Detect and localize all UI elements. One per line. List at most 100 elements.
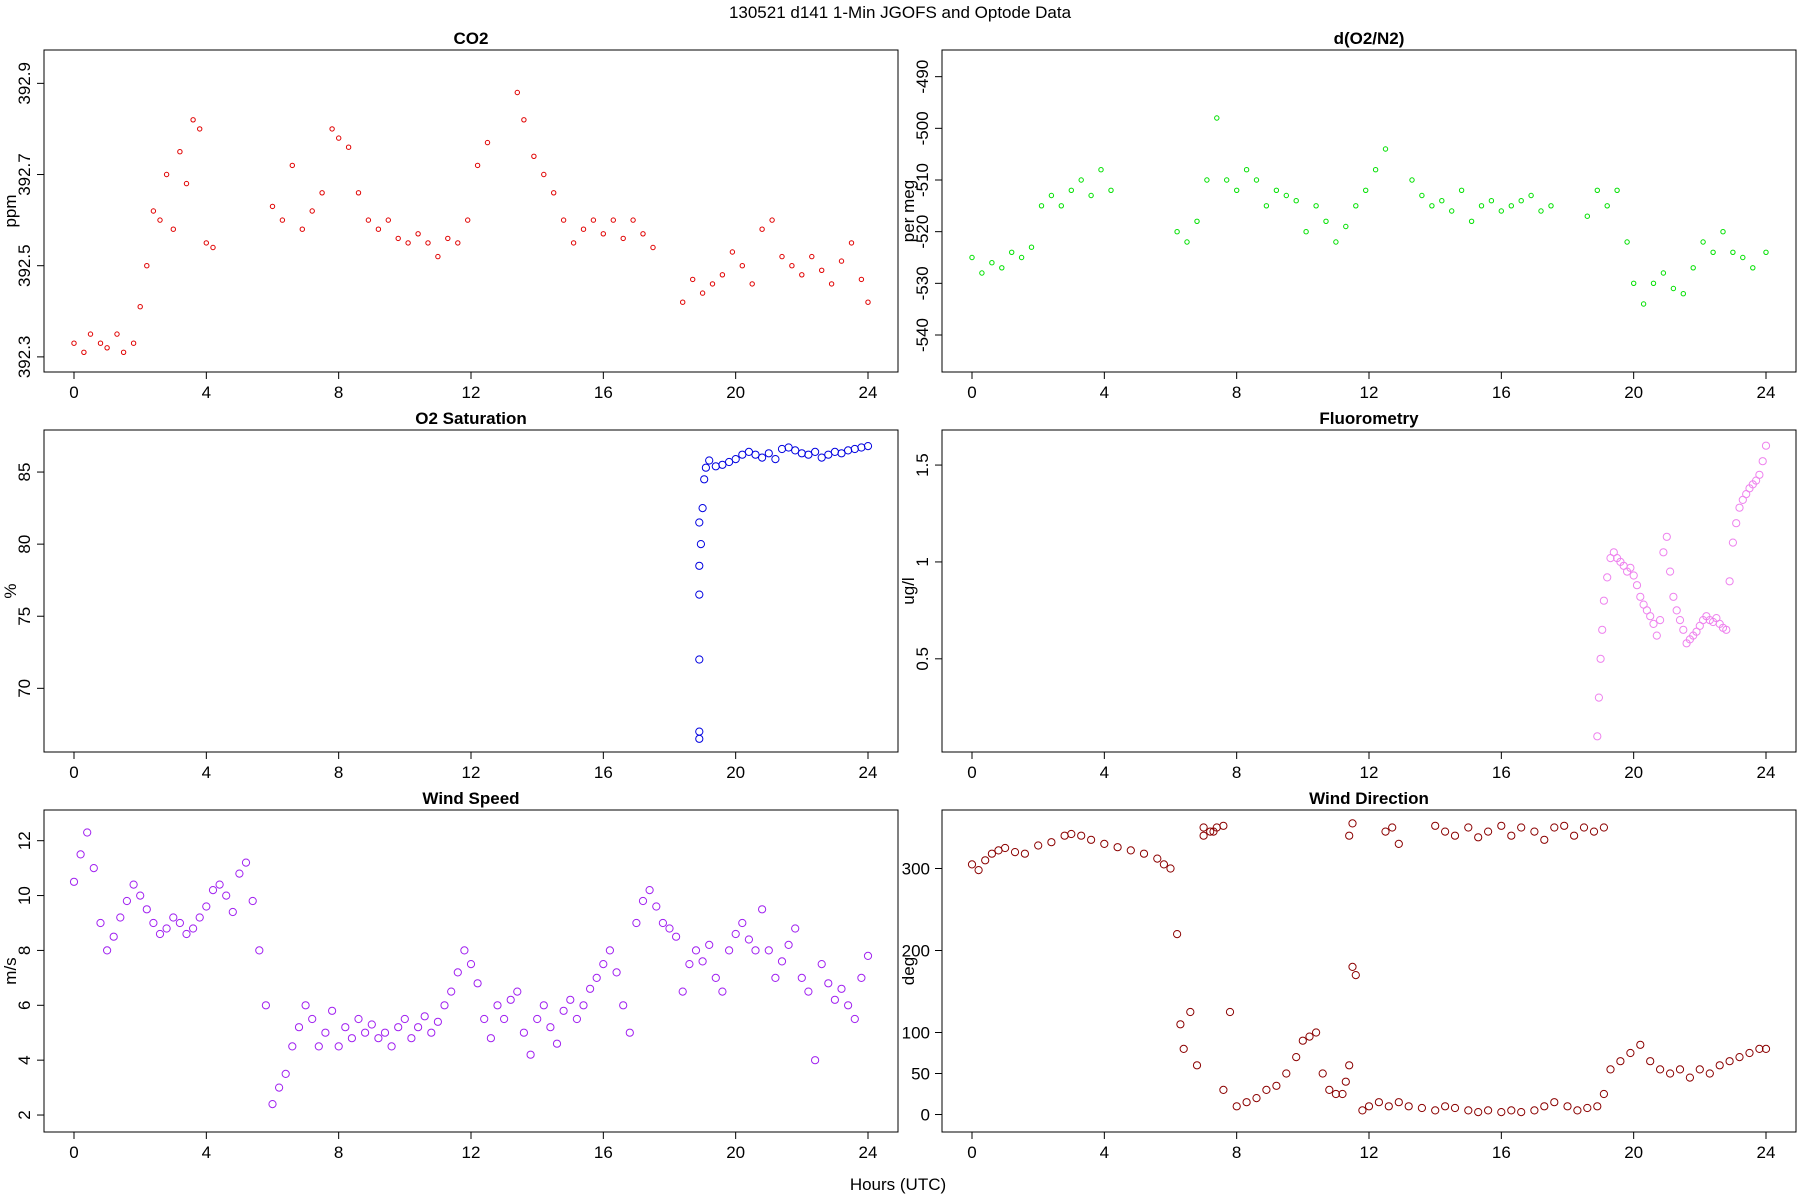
data-point <box>1166 864 1175 873</box>
data-point <box>1740 254 1746 261</box>
data-point <box>1153 854 1162 863</box>
y-tick-label: 6 <box>15 1001 34 1010</box>
x-tick-label: 8 <box>334 383 343 402</box>
y-axis-label: deg <box>899 957 918 985</box>
data-point <box>1755 1044 1764 1054</box>
data-point <box>1458 187 1465 194</box>
data-point <box>1666 567 1675 576</box>
data-point <box>87 331 94 337</box>
data-point <box>1725 1057 1734 1066</box>
data-point <box>731 455 740 464</box>
data-point <box>837 984 846 993</box>
x-tick-label: 4 <box>202 1143 211 1162</box>
data-point <box>484 139 491 146</box>
data-point <box>175 918 184 928</box>
data-point <box>465 217 471 223</box>
data-point <box>559 1006 568 1015</box>
data-point <box>1409 177 1415 183</box>
data-point <box>725 457 734 467</box>
data-point <box>1540 1102 1549 1111</box>
data-point <box>387 1042 396 1051</box>
data-point <box>566 995 575 1004</box>
data-point <box>1530 1106 1539 1115</box>
x-tick-label: 16 <box>594 1143 613 1162</box>
y-tick-label: -500 <box>913 111 932 145</box>
data-point <box>1431 1106 1440 1115</box>
data-point <box>719 272 726 278</box>
data-point <box>1305 1032 1314 1041</box>
data-point <box>828 281 835 287</box>
data-point <box>1589 827 1599 836</box>
data-point <box>718 987 727 996</box>
data-point <box>1179 1044 1188 1054</box>
data-point <box>541 171 547 178</box>
data-point <box>705 940 714 950</box>
y-tick-label: 300 <box>902 859 930 878</box>
data-point <box>455 240 461 246</box>
x-tick-label: 16 <box>1492 383 1511 402</box>
data-point <box>1598 625 1607 634</box>
x-tick-label: 24 <box>1757 1143 1776 1162</box>
data-point <box>1303 229 1309 235</box>
data-point <box>526 1050 535 1059</box>
y-tick-label: 10 <box>15 886 34 905</box>
data-point <box>981 856 990 865</box>
data-point <box>771 973 780 983</box>
data-point <box>1184 239 1190 245</box>
y-tick-label: -510 <box>913 163 932 197</box>
data-point <box>1199 831 1208 840</box>
data-point <box>155 929 165 939</box>
x-tick-label: 4 <box>1100 383 1109 402</box>
data-point <box>137 304 143 310</box>
data-point <box>76 850 85 859</box>
data-point <box>1560 821 1569 830</box>
y-axis-label: m/s <box>1 957 20 984</box>
data-point <box>1219 821 1228 830</box>
plot-frame <box>43 49 899 373</box>
data-point <box>1670 285 1677 292</box>
data-point <box>709 281 716 287</box>
data-point <box>289 162 295 169</box>
data-point <box>619 1001 628 1010</box>
data-point <box>400 1014 409 1024</box>
data-point <box>1538 208 1544 214</box>
data-point <box>71 340 77 346</box>
plot-frame <box>941 429 1797 753</box>
data-point <box>1098 167 1104 173</box>
data-point <box>122 896 132 906</box>
series-1 <box>71 89 871 355</box>
data-point <box>334 1042 343 1051</box>
data-point <box>824 450 833 459</box>
data-point <box>580 226 587 232</box>
data-point <box>1450 831 1460 840</box>
data-point <box>1732 519 1741 528</box>
data-point <box>751 946 760 955</box>
data-point <box>1646 612 1655 621</box>
data-point <box>395 235 401 242</box>
x-tick-label: 20 <box>726 763 745 782</box>
data-point <box>1173 930 1182 939</box>
data-point <box>445 235 451 242</box>
x-tick-label: 0 <box>69 763 78 782</box>
data-point <box>1139 849 1149 858</box>
data-point <box>1372 167 1379 173</box>
data-point <box>764 449 773 458</box>
data-point <box>1484 1106 1493 1115</box>
x-tick-label: 0 <box>69 1143 78 1162</box>
data-point <box>791 446 800 455</box>
data-point <box>809 253 815 260</box>
data-point <box>1283 192 1290 199</box>
data-point <box>255 946 264 955</box>
data-point <box>1659 548 1668 557</box>
x-tick-label: 4 <box>202 383 211 402</box>
data-point <box>473 979 482 988</box>
data-point <box>374 1034 383 1043</box>
data-point <box>1363 187 1369 194</box>
data-point <box>474 162 481 169</box>
data-point <box>275 1083 284 1092</box>
x-tick-label: 16 <box>1492 763 1511 782</box>
data-point <box>1626 563 1635 572</box>
data-point <box>513 987 522 996</box>
data-point <box>1594 693 1604 702</box>
data-point <box>695 561 704 570</box>
